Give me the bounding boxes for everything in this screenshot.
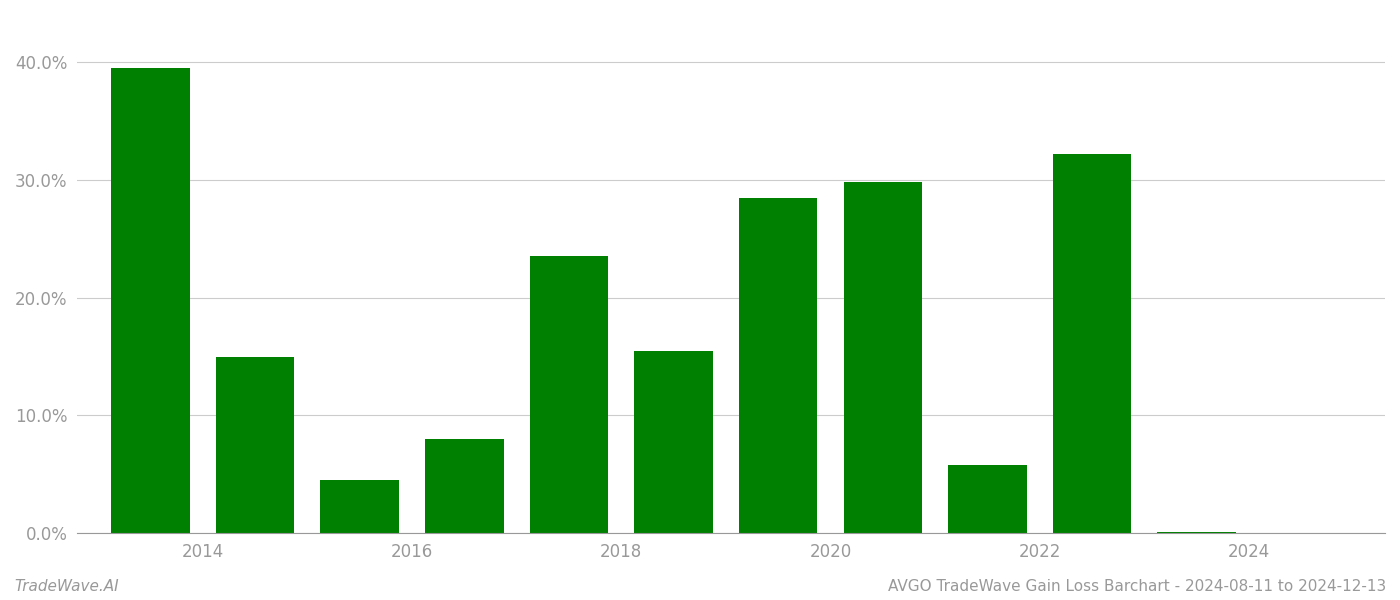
Bar	[321, 480, 399, 533]
Bar	[111, 68, 189, 533]
Bar	[844, 182, 923, 533]
Bar	[634, 351, 713, 533]
Text: AVGO TradeWave Gain Loss Barchart - 2024-08-11 to 2024-12-13: AVGO TradeWave Gain Loss Barchart - 2024…	[888, 579, 1386, 594]
Bar	[426, 439, 504, 533]
Text: TradeWave.AI: TradeWave.AI	[14, 579, 119, 594]
Bar	[1053, 154, 1131, 533]
Bar	[948, 465, 1026, 533]
Bar	[529, 256, 608, 533]
Bar	[739, 197, 818, 533]
Bar	[216, 356, 294, 533]
Bar	[1158, 532, 1236, 533]
